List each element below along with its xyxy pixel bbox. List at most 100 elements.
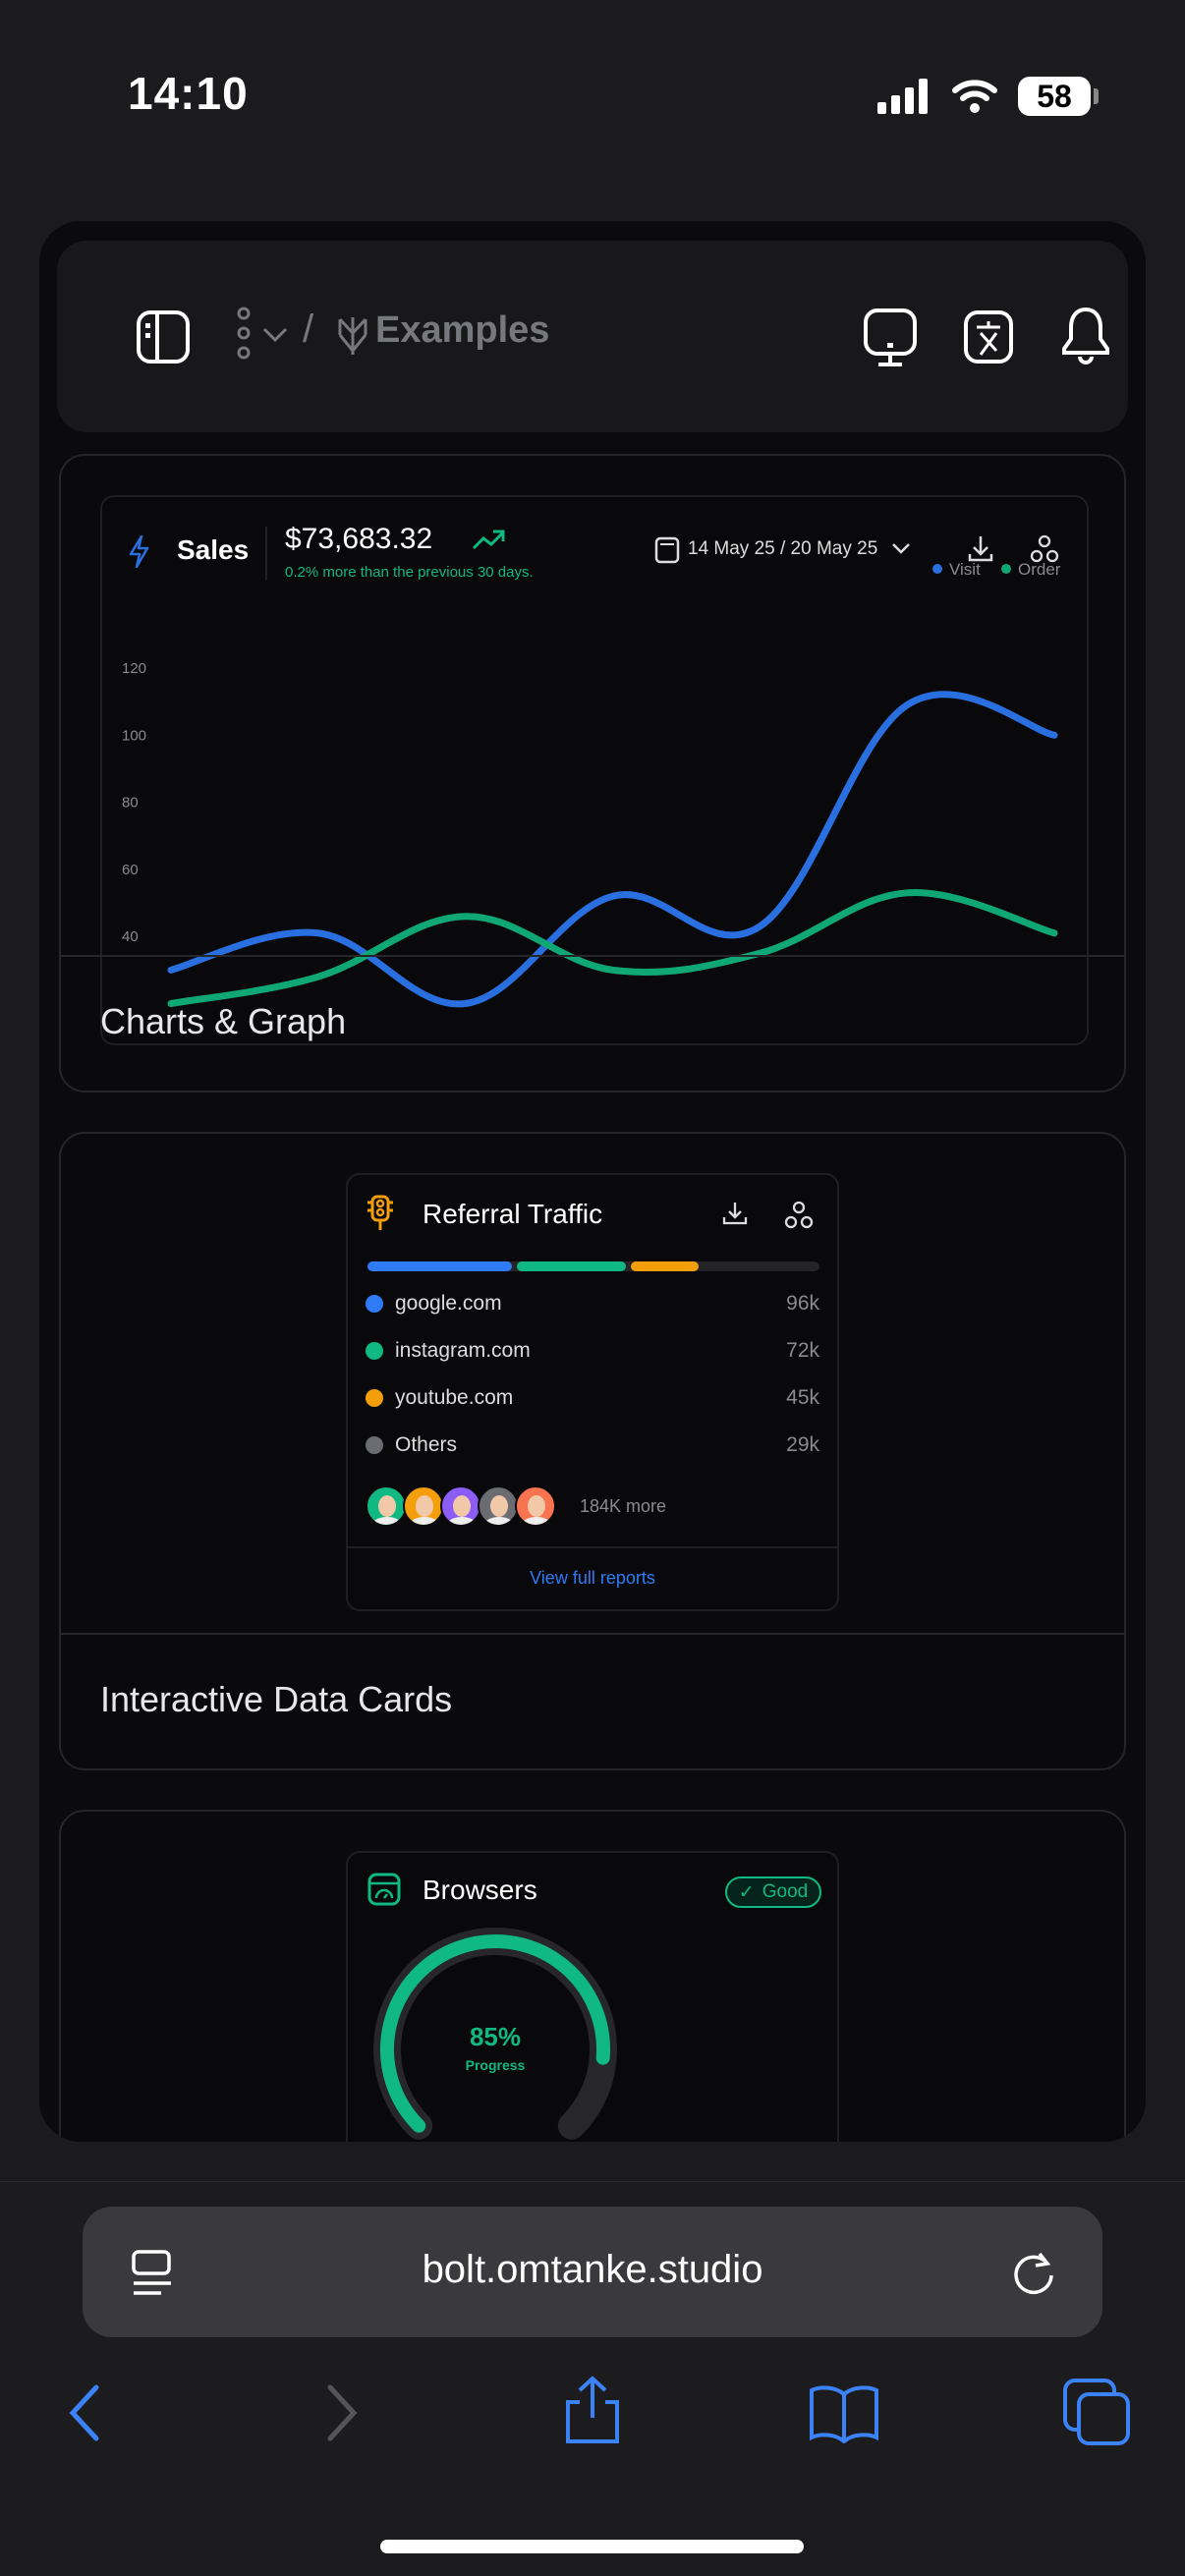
chevron-down-icon bbox=[892, 543, 911, 554]
url-text[interactable]: bolt.omtanke.studio bbox=[422, 2248, 763, 2291]
check-icon: ✓ bbox=[738, 1881, 755, 1903]
avatar bbox=[403, 1485, 444, 1527]
date-range-picker[interactable]: 14 May 25 / 20 May 25 bbox=[654, 534, 911, 564]
share-icon[interactable] bbox=[560, 2375, 625, 2445]
source-value: 29k bbox=[786, 1433, 819, 1456]
address-bar[interactable]: bolt.omtanke.studio bbox=[83, 2207, 1102, 2337]
avatar bbox=[440, 1485, 481, 1527]
referral-row[interactable]: instagram.com 72k bbox=[366, 1336, 819, 1366]
translate-icon[interactable] bbox=[963, 309, 1014, 364]
y-tick-label: 60 bbox=[122, 862, 139, 878]
source-name: youtube.com bbox=[395, 1386, 514, 1409]
legend-label: Visit bbox=[949, 560, 981, 579]
browser-gauge-icon bbox=[367, 1873, 401, 1906]
download-icon[interactable] bbox=[721, 1201, 749, 1228]
battery-indicator: 58 bbox=[1018, 77, 1091, 116]
avatar bbox=[478, 1485, 519, 1527]
view-full-reports-link[interactable]: View full reports bbox=[530, 1568, 655, 1588]
status-badge: ✓ Good bbox=[725, 1876, 821, 1908]
y-tick-label: 80 bbox=[122, 795, 139, 812]
sales-title: Sales bbox=[177, 534, 250, 565]
progress-gauge bbox=[373, 1928, 617, 2140]
lightning-icon bbox=[129, 534, 149, 568]
examples-icon bbox=[338, 317, 367, 355]
home-indicator bbox=[380, 2540, 804, 2553]
share-segment bbox=[367, 1261, 513, 1271]
forward-icon[interactable] bbox=[324, 2383, 360, 2442]
trend-up-icon bbox=[472, 530, 505, 550]
source-dot bbox=[366, 1342, 383, 1360]
section-card-browsers[interactable]: Browsers ✓ Good 85% Progress bbox=[59, 1810, 1126, 2142]
gauge-fill bbox=[380, 1934, 610, 2133]
referral-row[interactable]: youtube.com 45k bbox=[366, 1383, 819, 1413]
referral-row[interactable]: Others 29k bbox=[366, 1430, 819, 1460]
wifi-icon bbox=[952, 80, 997, 113]
y-tick-label: 100 bbox=[122, 727, 146, 744]
reload-icon[interactable] bbox=[1012, 2250, 1057, 2299]
browser-toolbar: bolt.omtanke.studio bbox=[0, 2181, 1185, 2576]
app-frame: / Examples Sales $73,683.32 0.2% more th… bbox=[39, 221, 1146, 2142]
referral-share-bar bbox=[367, 1261, 819, 1271]
browsers-card: Browsers ✓ Good 85% Progress bbox=[346, 1851, 839, 2142]
sidebar-toggle-icon[interactable] bbox=[136, 309, 191, 364]
battery-cap bbox=[1094, 88, 1099, 104]
download-icon[interactable] bbox=[967, 534, 994, 564]
section-divider bbox=[61, 955, 1124, 957]
source-dot bbox=[366, 1295, 383, 1313]
monitor-icon[interactable] bbox=[863, 308, 918, 368]
top-header: / Examples bbox=[57, 241, 1128, 432]
chevron-down-icon[interactable] bbox=[262, 327, 288, 343]
badge-text: Good bbox=[762, 1881, 809, 1902]
source-dot bbox=[366, 1389, 383, 1407]
sales-chart-card: Sales $73,683.32 0.2% more than the prev… bbox=[100, 495, 1089, 1045]
legend-dot bbox=[1001, 564, 1011, 574]
source-name: google.com bbox=[395, 1292, 502, 1315]
share-segment bbox=[517, 1261, 626, 1271]
referral-title: Referral Traffic bbox=[423, 1199, 603, 1229]
tabs-icon[interactable] bbox=[1063, 2379, 1132, 2447]
divider bbox=[265, 527, 267, 580]
browsers-title: Browsers bbox=[423, 1875, 537, 1905]
divider bbox=[348, 1546, 837, 1548]
avatar bbox=[366, 1485, 407, 1527]
y-tick-label: 120 bbox=[122, 660, 146, 677]
sales-change: 0.2% more than the previous 30 days. bbox=[285, 564, 534, 581]
sales-amount: $73,683.32 bbox=[285, 523, 433, 555]
breadcrumb-page[interactable]: Examples bbox=[375, 309, 550, 351]
status-time: 14:10 bbox=[128, 68, 249, 119]
page-menu-icon[interactable] bbox=[132, 2250, 175, 2297]
bell-icon[interactable] bbox=[1059, 306, 1112, 368]
traffic-light-icon bbox=[367, 1195, 393, 1230]
source-dot bbox=[366, 1436, 383, 1454]
referral-row[interactable]: google.com 96k bbox=[366, 1289, 819, 1318]
sales-line-chart: 40 60 80 100 120 Visit Order bbox=[122, 560, 1061, 1008]
more-vertical-icon[interactable] bbox=[236, 306, 252, 361]
share-nodes-icon[interactable] bbox=[784, 1201, 814, 1230]
calendar-icon bbox=[654, 536, 680, 564]
source-value: 96k bbox=[786, 1292, 819, 1315]
source-name: Others bbox=[395, 1433, 458, 1456]
progress-value: 85% bbox=[469, 2022, 522, 2051]
referral-traffic-card: Referral Traffic google.com 96k instagram.… bbox=[346, 1173, 839, 1611]
breadcrumb-separator: / bbox=[303, 308, 314, 351]
avatar bbox=[515, 1485, 556, 1527]
y-tick-label: 40 bbox=[122, 928, 139, 945]
progress-label: Progress bbox=[465, 2057, 526, 2073]
series-line-visit bbox=[167, 691, 1058, 1008]
share-nodes-icon[interactable] bbox=[1030, 534, 1059, 564]
signal-icon bbox=[877, 79, 928, 114]
date-range-text: 14 May 25 / 20 May 25 bbox=[688, 538, 878, 559]
bookmarks-icon[interactable] bbox=[808, 2384, 880, 2443]
avatar-group: 184K more bbox=[366, 1485, 666, 1527]
section-divider bbox=[61, 1633, 1124, 1635]
section-label: Interactive Data Cards bbox=[100, 1679, 453, 1719]
legend-label: Order bbox=[1018, 560, 1061, 579]
section-card-charts[interactable]: Sales $73,683.32 0.2% more than the prev… bbox=[59, 454, 1126, 1092]
section-label: Charts & Graph bbox=[100, 1001, 347, 1041]
legend-dot bbox=[932, 564, 942, 574]
back-icon[interactable] bbox=[67, 2383, 102, 2442]
source-name: instagram.com bbox=[395, 1339, 531, 1362]
series-line-order bbox=[167, 889, 1058, 1007]
source-value: 72k bbox=[786, 1339, 819, 1362]
section-card-data-cards[interactable]: Referral Traffic google.com 96k instagram.… bbox=[59, 1132, 1126, 1770]
